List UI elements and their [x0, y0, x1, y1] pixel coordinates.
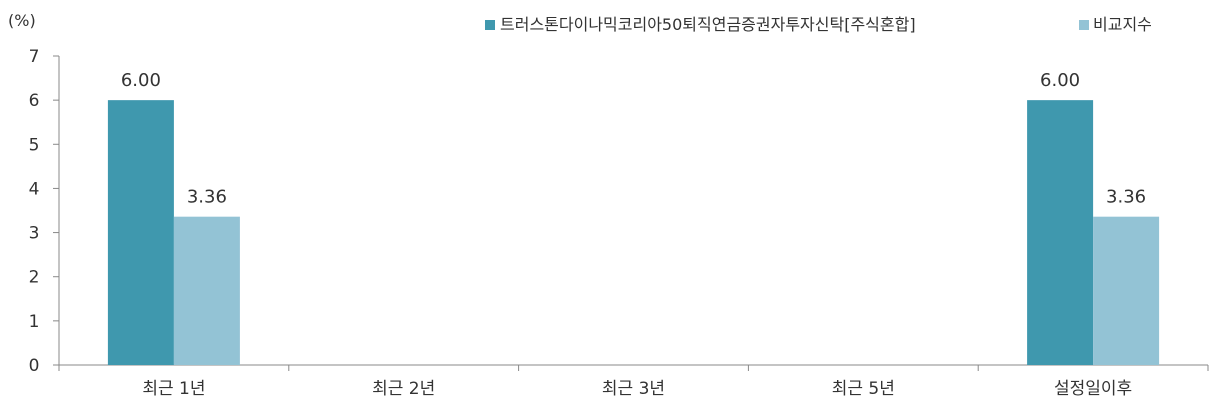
- legend-label-benchmark: 비교지수: [1093, 15, 1152, 34]
- data-label: 6.00: [1040, 70, 1080, 91]
- data-label: 3.36: [1106, 187, 1146, 208]
- y-tick-label: 7: [29, 47, 40, 67]
- y-tick-label: 0: [29, 356, 40, 376]
- x-category-label: 최근 3년: [602, 379, 665, 399]
- data-label: 6.00: [121, 70, 161, 91]
- y-tick-label: 6: [29, 91, 40, 111]
- y-tick-label: 4: [29, 179, 40, 199]
- y-axis: 0 1 2 3 4 5 6 7: [29, 47, 60, 376]
- y-tick-label: 5: [29, 135, 40, 155]
- x-axis: 최근 1년 최근 2년 최근 3년 최근 5년 설정일이후: [58, 364, 1209, 399]
- y-tick-label: 3: [29, 224, 40, 244]
- bar-benchmark: [1093, 216, 1160, 365]
- bars: [107, 100, 1160, 366]
- bar-fund: [107, 100, 174, 366]
- x-category-label: 설정일이후: [1054, 379, 1132, 399]
- x-category-label: 최근 5년: [832, 379, 895, 399]
- x-category-label: 최근 2년: [372, 379, 435, 399]
- data-labels: 6.00 3.36 6.00 3.36: [121, 70, 1146, 208]
- bar-benchmark: [173, 216, 240, 365]
- data-label: 3.36: [187, 187, 227, 208]
- y-unit-label: (%): [8, 11, 36, 30]
- legend-swatch-benchmark: [1079, 20, 1089, 30]
- legend-label-fund: 트러스톤다이나믹코리아50퇴직연금증권자투자신탁[주식혼합]: [500, 15, 916, 34]
- x-category-label: 최근 1년: [142, 379, 205, 399]
- legend-swatch-fund: [485, 20, 495, 30]
- bar-fund: [1027, 100, 1094, 366]
- y-tick-label: 1: [29, 312, 40, 332]
- y-tick-label: 2: [29, 268, 40, 288]
- legend: 트러스톤다이나믹코리아50퇴직연금증권자투자신탁[주식혼합] 비교지수: [485, 15, 1152, 34]
